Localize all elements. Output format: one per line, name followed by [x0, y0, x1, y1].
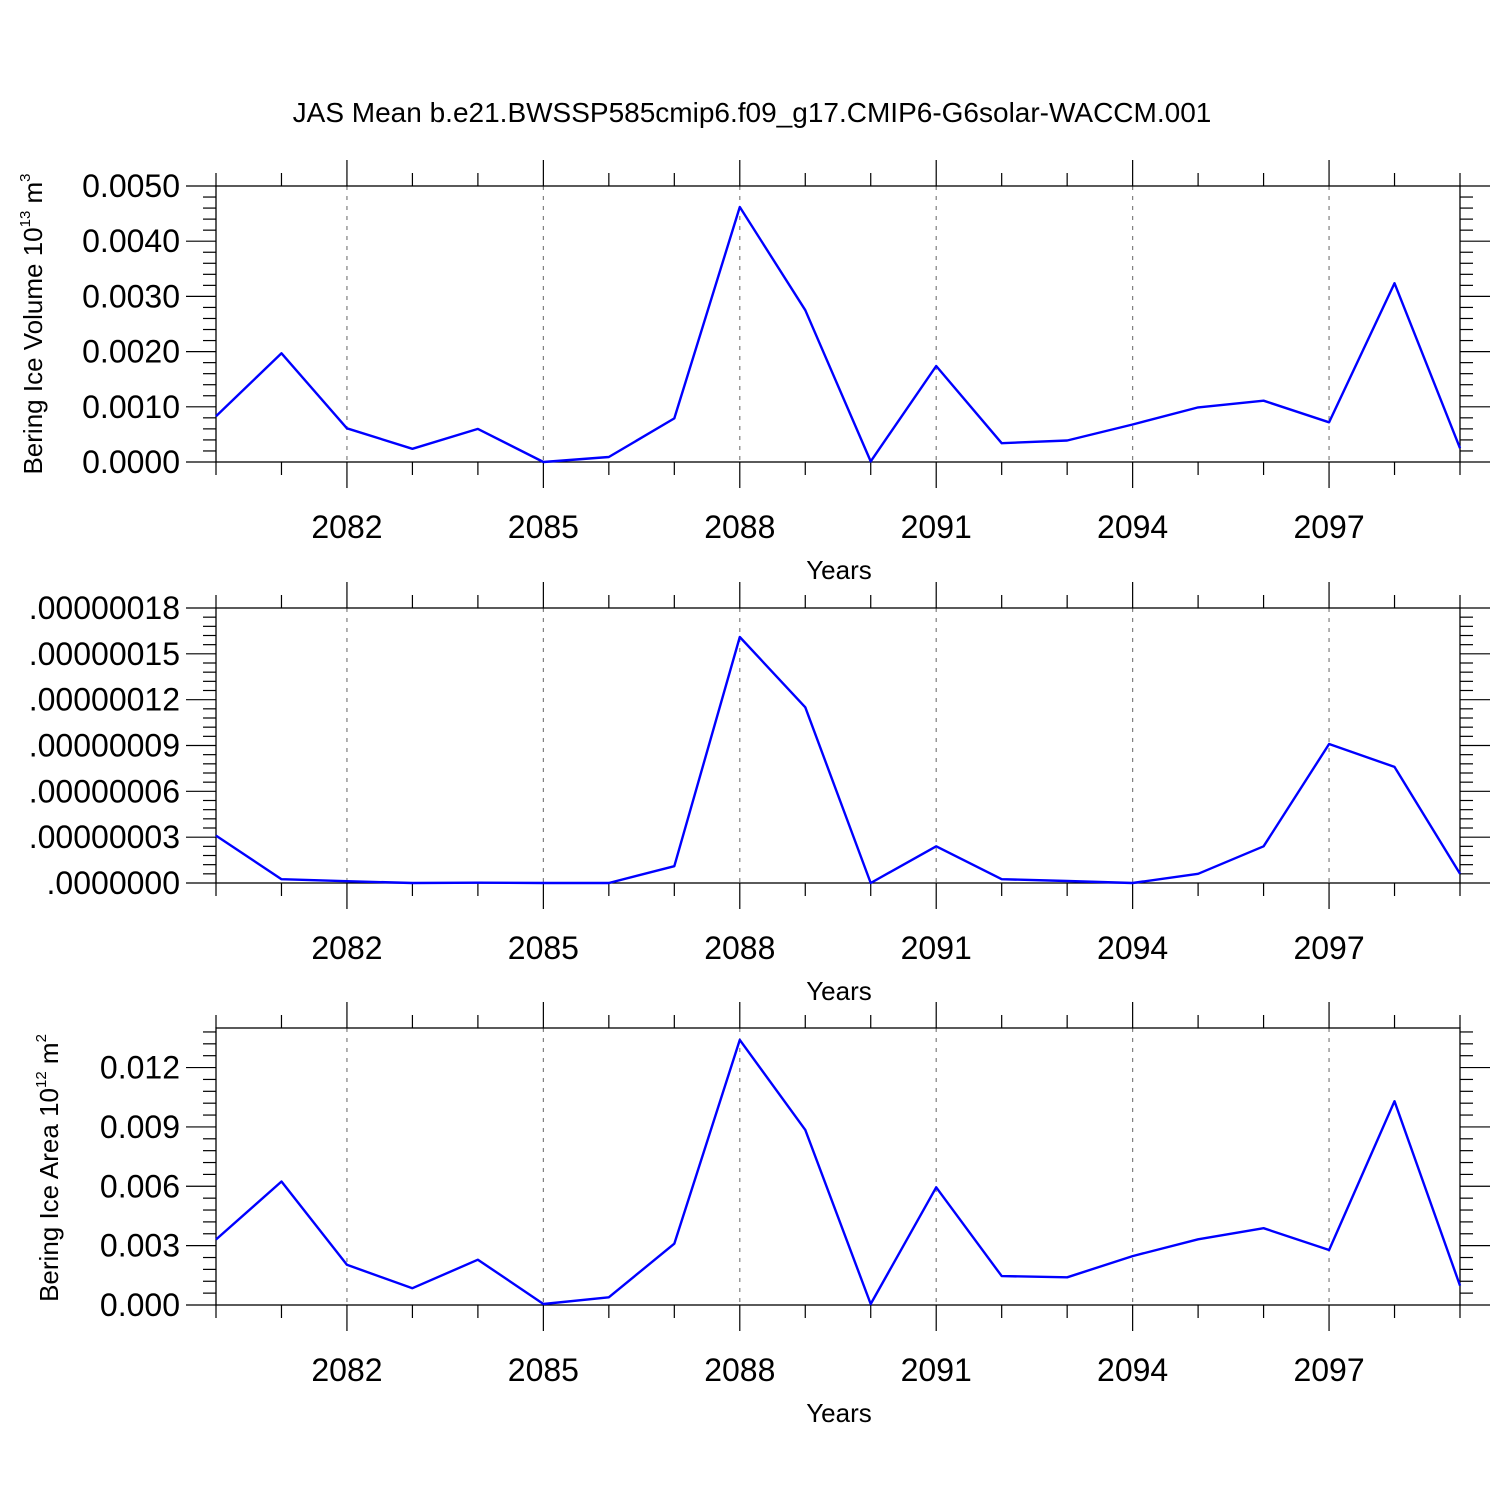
y-tick-label: .00000018: [29, 590, 180, 626]
y-tick-label: .00000006: [29, 773, 180, 809]
x-tick-label-2097: 2097: [1293, 930, 1364, 966]
panel-ice-area: 2082 2085 2088 2091 2094 2097 Years 0.000 0.003 0…: [33, 1002, 1490, 1428]
x-tick-label-2097: 2097: [1293, 1352, 1364, 1388]
x-axis-label: Years: [806, 1398, 872, 1428]
series-line: [215, 1038, 1462, 1306]
plot-frame: [215, 607, 1461, 884]
y-tick-label: 0.003: [100, 1228, 180, 1264]
x-tick-label-2097: 2097: [1293, 509, 1364, 545]
x-tick-label-2088: 2088: [704, 1352, 775, 1388]
x-tick-label-2082: 2082: [311, 1352, 382, 1388]
x-tick-label-2085: 2085: [508, 930, 579, 966]
series-line: [215, 205, 1462, 464]
plot-frame: [215, 1027, 1461, 1306]
y-tick-label: .00000009: [29, 728, 180, 764]
series-line: [215, 635, 1462, 885]
x-tick-label-2094: 2094: [1097, 1352, 1168, 1388]
y-tick-label: 0.012: [100, 1050, 180, 1086]
x-tick-label-2088: 2088: [704, 930, 775, 966]
y-tick-label: .00000003: [29, 819, 180, 855]
x-tick-label-2091: 2091: [901, 509, 972, 545]
y-tick-label: 0.006: [100, 1168, 180, 1204]
x-tick-label-2085: 2085: [508, 1352, 579, 1388]
x-tick-label-2094: 2094: [1097, 930, 1168, 966]
y-tick-label: .00000012: [29, 682, 180, 718]
y-tick-label: .00000015: [29, 636, 180, 672]
x-tick-label-2091: 2091: [901, 930, 972, 966]
x-axis-label: Years: [806, 555, 872, 585]
panel-ice-volume: 2082 2085 2088 2091 2094 2097 Years 0.0000 0.001…: [17, 160, 1490, 585]
y-axis-label: Bering Ice Volume 1013 m3: [17, 173, 48, 474]
y-tick-label: 0.009: [100, 1109, 180, 1145]
y-tick-label: 0.0030: [82, 278, 180, 314]
x-tick-label-2085: 2085: [508, 509, 579, 545]
x-tick-label-2082: 2082: [311, 930, 382, 966]
figure-title: JAS Mean b.e21.BWSSP585cmip6.f09_g17.CMI…: [293, 97, 1212, 128]
y-tick-label: .0000000: [47, 865, 180, 901]
x-tick-label-2094: 2094: [1097, 509, 1168, 545]
y-tick-label: 0.0020: [82, 334, 180, 370]
y-tick-label: 0.0050: [82, 168, 180, 204]
plot-frame: [215, 185, 1461, 463]
y-axis-label: Bering Ice Area 1012 m2: [33, 1034, 64, 1302]
y-tick-label: 0.0010: [82, 389, 180, 425]
x-axis-label: Years: [806, 976, 872, 1006]
y-tick-label: 0.000: [100, 1287, 180, 1323]
x-tick-label-2091: 2091: [901, 1352, 972, 1388]
y-tick-label: 0.0040: [82, 223, 180, 259]
panel-ice-thickness: 2082 2085 2088 2091 2094 2097 Years .0000000 .00…: [29, 582, 1490, 1006]
y-tick-label: 0.0000: [82, 444, 180, 480]
x-tick-label-2082: 2082: [311, 509, 382, 545]
x-tick-label-2088: 2088: [704, 509, 775, 545]
